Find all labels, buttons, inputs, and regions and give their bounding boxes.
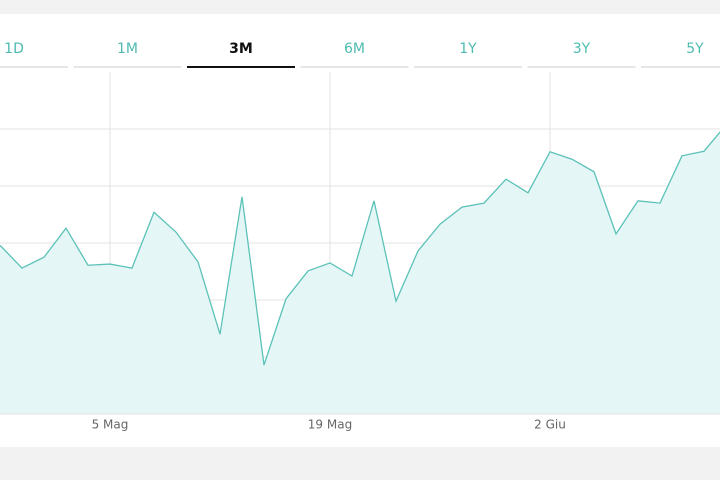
x-tick-label: 19 Mag [308, 418, 352, 432]
tab[interactable]: 1D [4, 41, 24, 57]
tab[interactable]: 1M [117, 41, 138, 57]
tab[interactable]: 1Y [459, 41, 477, 57]
line [0, 131, 720, 366]
tab[interactable]: 3M [229, 41, 253, 57]
tab[interactable]: 3Y [573, 41, 591, 57]
tab-bar: 1D 1M 3M 6M 1Y 3Y 5Y [0, 41, 720, 68]
area [0, 132, 720, 414]
tab[interactable]: 5Y [686, 41, 704, 57]
x-tick-label: 5 Mag [92, 418, 129, 432]
chart: 5 Mag 19 Mag 2 Giu [0, 72, 720, 432]
tab[interactable]: 6M [344, 41, 365, 57]
x-tick-label: 2 Giu [534, 418, 566, 432]
